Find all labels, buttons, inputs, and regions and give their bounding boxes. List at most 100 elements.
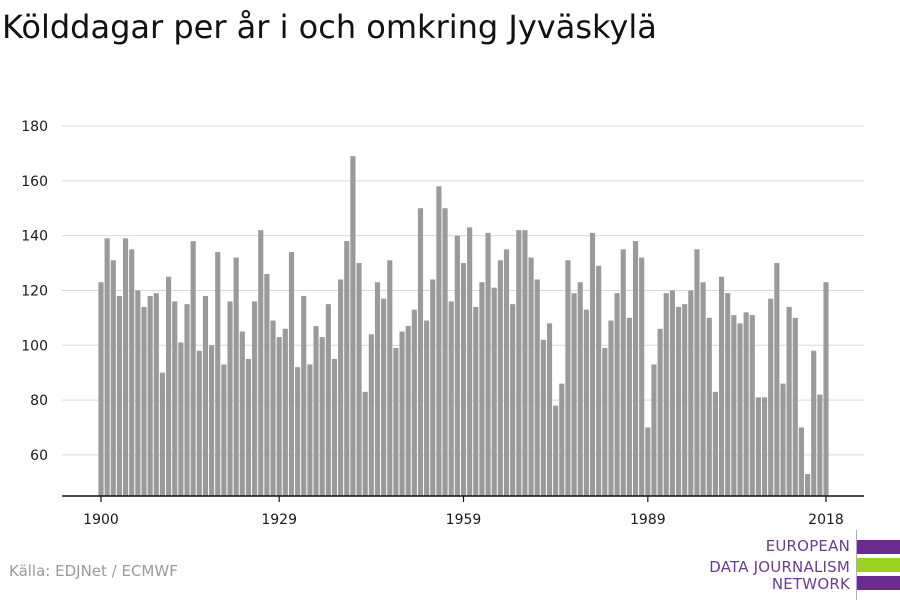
bar-2007 bbox=[755, 397, 761, 496]
x-tick-label: 1929 bbox=[261, 512, 297, 528]
bar-1922 bbox=[233, 257, 239, 496]
bar-1951 bbox=[411, 309, 417, 496]
bar-1949 bbox=[399, 331, 405, 496]
y-tick-label: 80 bbox=[30, 393, 48, 409]
bar-1906 bbox=[135, 290, 141, 496]
x-tick-label: 1900 bbox=[83, 512, 119, 528]
bar-1986 bbox=[626, 317, 632, 496]
bar-1963 bbox=[485, 232, 491, 496]
bar-1913 bbox=[178, 342, 184, 496]
logo-text-line-2: DATA JOURNALISM bbox=[709, 558, 850, 576]
bar-1903 bbox=[116, 295, 122, 496]
bar-1982 bbox=[602, 348, 608, 496]
bar-2000 bbox=[712, 391, 718, 496]
bar-1926 bbox=[258, 230, 264, 496]
bars bbox=[98, 156, 829, 497]
bar-1942 bbox=[356, 263, 362, 496]
bar-1910 bbox=[159, 372, 166, 496]
bar-2003 bbox=[731, 315, 737, 496]
bar-1941 bbox=[350, 156, 356, 496]
bar-1947 bbox=[387, 260, 393, 496]
bar-1973 bbox=[546, 323, 553, 496]
bar-1978 bbox=[577, 282, 583, 496]
bar-1927 bbox=[264, 274, 270, 496]
bar-1991 bbox=[657, 328, 663, 496]
bar-1989 bbox=[645, 427, 651, 496]
x-axis-ticks: 1900 1929 1959 1989 2018 bbox=[83, 496, 844, 528]
bar-2010 bbox=[774, 263, 780, 496]
bar-1924 bbox=[245, 358, 252, 496]
bar-2005 bbox=[743, 312, 749, 496]
bar-1984 bbox=[614, 293, 620, 496]
y-tick-label: 120 bbox=[21, 283, 48, 299]
logo-text-line-3: NETWORK bbox=[771, 575, 850, 593]
bar-1961 bbox=[473, 306, 479, 496]
bar-2018 bbox=[823, 282, 829, 496]
bar-2012 bbox=[786, 306, 792, 496]
y-tick-label: 140 bbox=[21, 229, 48, 245]
bar-1907 bbox=[141, 306, 147, 496]
bar-1912 bbox=[172, 301, 178, 496]
bar-2011 bbox=[780, 383, 786, 496]
bar-1948 bbox=[393, 348, 399, 496]
bar-1955 bbox=[436, 186, 442, 497]
bar-1990 bbox=[651, 364, 657, 496]
y-tick-label: 180 bbox=[21, 119, 48, 135]
bar-1915 bbox=[190, 241, 196, 496]
bar-1966 bbox=[503, 249, 510, 496]
bar-1995 bbox=[682, 304, 688, 496]
bar-1940 bbox=[344, 241, 350, 496]
bar-1905 bbox=[129, 249, 135, 496]
y-tick-label: 100 bbox=[21, 338, 48, 354]
bar-1930 bbox=[282, 328, 288, 496]
bar-1944 bbox=[368, 334, 374, 496]
bar-1985 bbox=[620, 249, 626, 496]
bar-2001 bbox=[718, 276, 725, 496]
chart-title: Kölddagar per år i och omkring Jyväskylä bbox=[2, 8, 657, 46]
bar-1904 bbox=[123, 238, 129, 496]
bar-1919 bbox=[215, 252, 221, 496]
edjnet-logo: EUROPEAN DATA JOURNALISM NETWORK bbox=[700, 530, 900, 600]
bar-1945 bbox=[374, 282, 381, 496]
bar-1935 bbox=[313, 326, 319, 496]
bar-1957 bbox=[448, 301, 454, 496]
logo-bar-top bbox=[857, 540, 900, 554]
bar-2015 bbox=[805, 474, 811, 496]
bar-1980 bbox=[589, 232, 596, 496]
bar-1960 bbox=[467, 227, 473, 496]
bar-1943 bbox=[362, 391, 368, 496]
bar-1938 bbox=[331, 358, 338, 496]
bar-2004 bbox=[737, 323, 743, 496]
bar-1992 bbox=[663, 293, 669, 496]
bar-1921 bbox=[227, 301, 233, 496]
bar-1916 bbox=[196, 350, 202, 496]
source-note: Källa: EDJNet / ECMWF bbox=[9, 562, 178, 580]
bar-1998 bbox=[700, 282, 706, 496]
bar-1952 bbox=[417, 208, 424, 496]
bar-1929 bbox=[276, 337, 282, 496]
bar-1928 bbox=[270, 320, 276, 496]
bar-1994 bbox=[675, 306, 682, 496]
bar-1987 bbox=[632, 241, 639, 496]
bar-1971 bbox=[534, 279, 540, 496]
bar-2006 bbox=[749, 315, 755, 496]
bar-1979 bbox=[583, 309, 589, 496]
bar-1917 bbox=[202, 295, 209, 496]
bar-1902 bbox=[110, 260, 116, 496]
y-tick-label: 60 bbox=[30, 448, 48, 464]
bar-1975 bbox=[559, 383, 565, 496]
x-tick-label: 1989 bbox=[630, 512, 666, 528]
bar-1934 bbox=[307, 364, 313, 496]
bar-1967 bbox=[510, 304, 516, 496]
bar-2013 bbox=[792, 317, 798, 496]
bar-1974 bbox=[553, 405, 559, 496]
bar-2017 bbox=[817, 394, 823, 496]
bar-1983 bbox=[608, 320, 614, 496]
bar-2008 bbox=[761, 397, 768, 496]
bar-1997 bbox=[694, 249, 700, 496]
bar-1936 bbox=[319, 337, 325, 496]
bar-chart: 60 80 100 120 140 160 180 1900 1929 1959 1989 2018 bbox=[21, 119, 864, 528]
bar-1923 bbox=[239, 331, 245, 496]
bar-1993 bbox=[669, 290, 675, 496]
bar-1988 bbox=[639, 257, 645, 496]
